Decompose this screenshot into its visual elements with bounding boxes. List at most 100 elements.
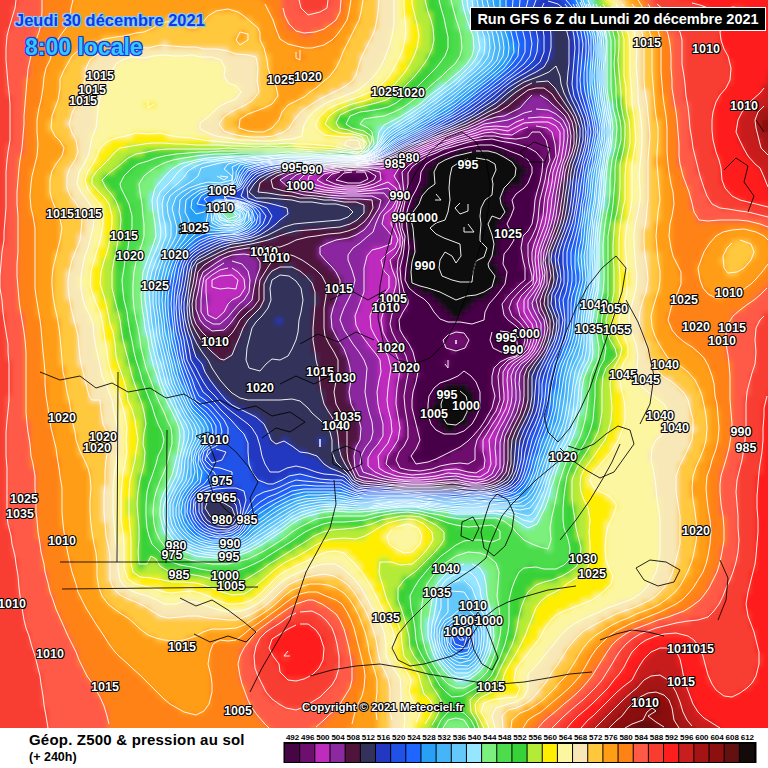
svg-text:990: 990 [220,537,241,551]
svg-text:560: 560 [544,733,558,742]
svg-text:1030: 1030 [569,552,597,566]
svg-text:536: 536 [453,733,467,742]
svg-text:1035: 1035 [6,507,34,521]
svg-text:970: 970 [197,491,218,505]
svg-text:572: 572 [589,733,603,742]
svg-text:576: 576 [604,733,618,742]
svg-text:1015: 1015 [718,321,746,335]
svg-text:564: 564 [559,733,573,742]
svg-text:1025: 1025 [670,293,698,307]
svg-text:1000: 1000 [475,614,503,628]
svg-text:1010: 1010 [36,647,64,661]
svg-text:1020: 1020 [294,70,322,84]
svg-text:1025: 1025 [267,73,295,87]
svg-text:1010: 1010 [459,599,487,613]
svg-text:1025: 1025 [141,279,169,293]
svg-text:1005: 1005 [420,407,448,421]
svg-text:1035: 1035 [575,322,603,336]
svg-text:1040: 1040 [661,421,689,435]
svg-text:1045: 1045 [632,373,660,387]
svg-text:1010: 1010 [262,251,290,265]
svg-text:548: 548 [498,733,512,742]
svg-text:1010: 1010 [631,696,659,710]
svg-text:540: 540 [468,733,482,742]
svg-text:985: 985 [736,441,757,455]
svg-text:990: 990 [503,343,524,357]
svg-text:1015: 1015 [686,642,714,656]
svg-text:1025: 1025 [578,567,606,581]
svg-text:552: 552 [513,733,527,742]
svg-text:1025: 1025 [494,227,522,241]
svg-text:975: 975 [212,474,233,488]
svg-text:592: 592 [665,733,679,742]
svg-text:588: 588 [650,733,664,742]
svg-text:1025: 1025 [10,492,38,506]
svg-text:1015: 1015 [110,229,138,243]
svg-text:1040: 1040 [322,419,350,433]
svg-text:985: 985 [237,513,258,527]
svg-text:600: 600 [695,733,709,742]
svg-text:990: 990 [415,259,436,273]
svg-text:524: 524 [407,733,421,742]
svg-text:1030: 1030 [328,371,356,385]
svg-text:980: 980 [212,513,233,527]
svg-text:1015: 1015 [325,282,353,296]
svg-text:1020: 1020 [392,361,420,375]
svg-text:1010: 1010 [692,42,720,56]
svg-text:1000: 1000 [410,211,438,225]
svg-text:995: 995 [282,161,303,175]
svg-text:1015: 1015 [477,680,505,694]
svg-text:1000: 1000 [444,625,472,639]
svg-text:1015: 1015 [633,36,661,50]
svg-text:995: 995 [458,158,479,172]
svg-text:1010: 1010 [48,534,76,548]
svg-text:1040: 1040 [651,358,679,372]
svg-text:1015: 1015 [168,640,196,654]
svg-text:556: 556 [529,733,543,742]
svg-text:500: 500 [316,733,330,742]
svg-text:1020: 1020 [682,320,710,334]
svg-text:1015: 1015 [46,207,74,221]
svg-text:544: 544 [483,733,497,742]
svg-text:1020: 1020 [549,450,577,464]
svg-text:1040: 1040 [432,562,460,576]
svg-text:1005: 1005 [224,704,252,718]
svg-text:580: 580 [619,733,633,742]
svg-text:1000: 1000 [452,399,480,413]
svg-text:1010: 1010 [715,286,743,300]
svg-text:985: 985 [169,568,190,582]
svg-text:1020: 1020 [116,249,144,263]
svg-text:492: 492 [286,733,300,742]
svg-text:1055: 1055 [603,323,631,337]
svg-text:Copyright © 2021 Meteociel.fr: Copyright © 2021 Meteociel.fr [302,701,464,713]
svg-text:1050: 1050 [600,302,628,316]
svg-text:1010: 1010 [730,99,758,113]
svg-text:1020: 1020 [397,86,425,100]
svg-text:965: 965 [216,491,237,505]
svg-text:1020: 1020 [161,248,189,262]
svg-text:1015: 1015 [74,207,102,221]
svg-text:604: 604 [710,733,724,742]
svg-text:975: 975 [162,548,183,562]
svg-text:1015: 1015 [667,675,695,689]
svg-text:990: 990 [302,163,323,177]
svg-text:568: 568 [574,733,588,742]
svg-text:508: 508 [347,733,361,742]
svg-text:1025: 1025 [181,221,209,235]
svg-text:990: 990 [390,189,411,203]
svg-text:1000: 1000 [286,179,314,193]
svg-text:512: 512 [362,733,376,742]
svg-text:990: 990 [731,425,752,439]
svg-text:1035: 1035 [372,611,400,625]
svg-text:1020: 1020 [682,524,710,538]
svg-text:608: 608 [726,733,740,742]
svg-text:1020: 1020 [83,441,111,455]
svg-text:520: 520 [392,733,406,742]
svg-text:1015: 1015 [91,680,119,694]
svg-text:532: 532 [438,733,452,742]
svg-text:1010: 1010 [0,597,26,611]
svg-text:516: 516 [377,733,391,742]
svg-text:1035: 1035 [423,586,451,600]
svg-text:1025: 1025 [371,85,399,99]
svg-text:995: 995 [219,550,240,564]
